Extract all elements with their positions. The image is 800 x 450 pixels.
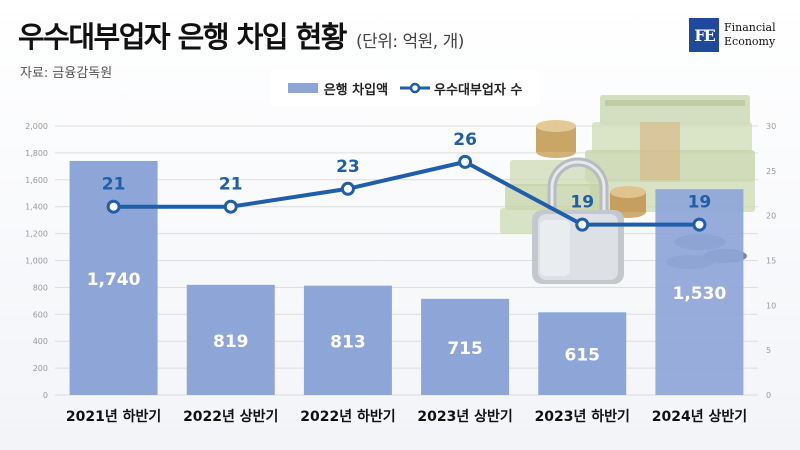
x-tick-label: 2021년 하반기 (66, 408, 161, 425)
right-tick-label: 30 (766, 122, 776, 131)
left-tick-label: 1,800 (25, 149, 48, 158)
x-tick-label: 2023년 하반기 (535, 408, 630, 425)
bar (421, 298, 510, 395)
legend-item-line: 우수대부업자 수 (400, 79, 522, 98)
bar (303, 285, 392, 395)
bar-value-label: 615 (565, 346, 601, 366)
x-tick-label: 2023년 상반기 (417, 408, 512, 425)
line-value-label: 23 (336, 157, 360, 177)
right-tick-label: 25 (766, 167, 776, 176)
right-tick-label: 5 (766, 346, 771, 355)
line-point (575, 217, 590, 232)
logo-text: Financial Economy (724, 21, 776, 49)
money-stack-image (500, 95, 755, 284)
bar (538, 312, 627, 395)
legend-swatch-line (400, 82, 431, 94)
bar-value-label: 1,530 (673, 284, 727, 304)
right-axis: 0 5 10 15 20 25 30 (766, 122, 776, 400)
chart-source: 자료: 금융감독원 (20, 66, 113, 81)
left-tick-label: 600 (33, 310, 48, 319)
logo-line-1: Financial (724, 21, 776, 34)
right-tick-label: 0 (766, 391, 771, 400)
bar-value-label: 819 (213, 332, 249, 352)
line-point (106, 199, 121, 214)
bar-value-label: 1,740 (87, 270, 141, 290)
left-tick-label: 200 (33, 364, 48, 373)
left-tick-label: 400 (33, 337, 48, 346)
logo-line-2: Economy (724, 35, 776, 48)
left-axis: 0 200 400 600 800 1,000 1,200 1,400 1,600 1,800 2,… (25, 122, 48, 400)
chart-title: 우수대부업자 은행 차입 현황 (18, 20, 347, 54)
padlock-icon (532, 157, 624, 284)
chart-unit: (단위: 억원, 개) (355, 32, 464, 52)
logo-mark: FE (689, 18, 719, 52)
bar-value-label: 715 (447, 339, 483, 359)
right-tick-label: 10 (766, 301, 776, 310)
line-series (106, 154, 707, 232)
bar-value-labels: 1,740 819 813 715 615 1,530 (87, 270, 727, 366)
line-point (340, 181, 355, 196)
left-tick-label: 1,600 (25, 176, 48, 185)
x-tick-label: 2024년 상반기 (652, 408, 747, 425)
x-tick-label: 2022년 상반기 (183, 408, 278, 425)
x-tick-label: 2022년 하반기 (300, 408, 395, 425)
left-tick-label: 1,000 (25, 257, 48, 266)
right-tick-label: 15 (766, 257, 776, 266)
x-axis: 2021년 하반기 2022년 상반기 2022년 하반기 2023년 상반기 2023… (66, 408, 747, 425)
legend: 은행 차입액 우수대부업자 수 (270, 70, 540, 106)
publisher-logo: FE Financial Economy (689, 18, 776, 52)
line-point (223, 199, 238, 214)
left-tick-label: 0 (43, 391, 48, 400)
left-tick-label: 1,400 (25, 203, 48, 212)
line-value-label: 19 (688, 193, 712, 213)
legend-label-line: 우수대부업자 수 (434, 82, 523, 98)
bar (186, 284, 275, 395)
title-row: 우수대부업자 은행 차입 현황 (단위: 억원, 개) (18, 14, 464, 56)
series-line (113, 159, 700, 227)
legend-item-bar: 은행 차입액 (287, 79, 389, 98)
left-tick-label: 1,200 (25, 230, 48, 239)
legend-swatch-bar (287, 83, 318, 93)
line-point (458, 154, 473, 169)
bar-value-label: 813 (330, 332, 366, 352)
line-value-label: 19 (570, 193, 594, 213)
line-value-labels: 21 21 23 26 19 19 (102, 130, 712, 213)
line-value-label: 26 (453, 130, 477, 150)
line-point (692, 217, 707, 232)
line-value-label: 21 (102, 175, 126, 195)
left-tick-label: 800 (33, 283, 48, 292)
right-tick-label: 20 (766, 212, 776, 221)
legend-label-bar: 은행 차입액 (323, 82, 389, 98)
line-value-label: 21 (219, 175, 243, 195)
left-tick-label: 2,000 (25, 122, 48, 131)
